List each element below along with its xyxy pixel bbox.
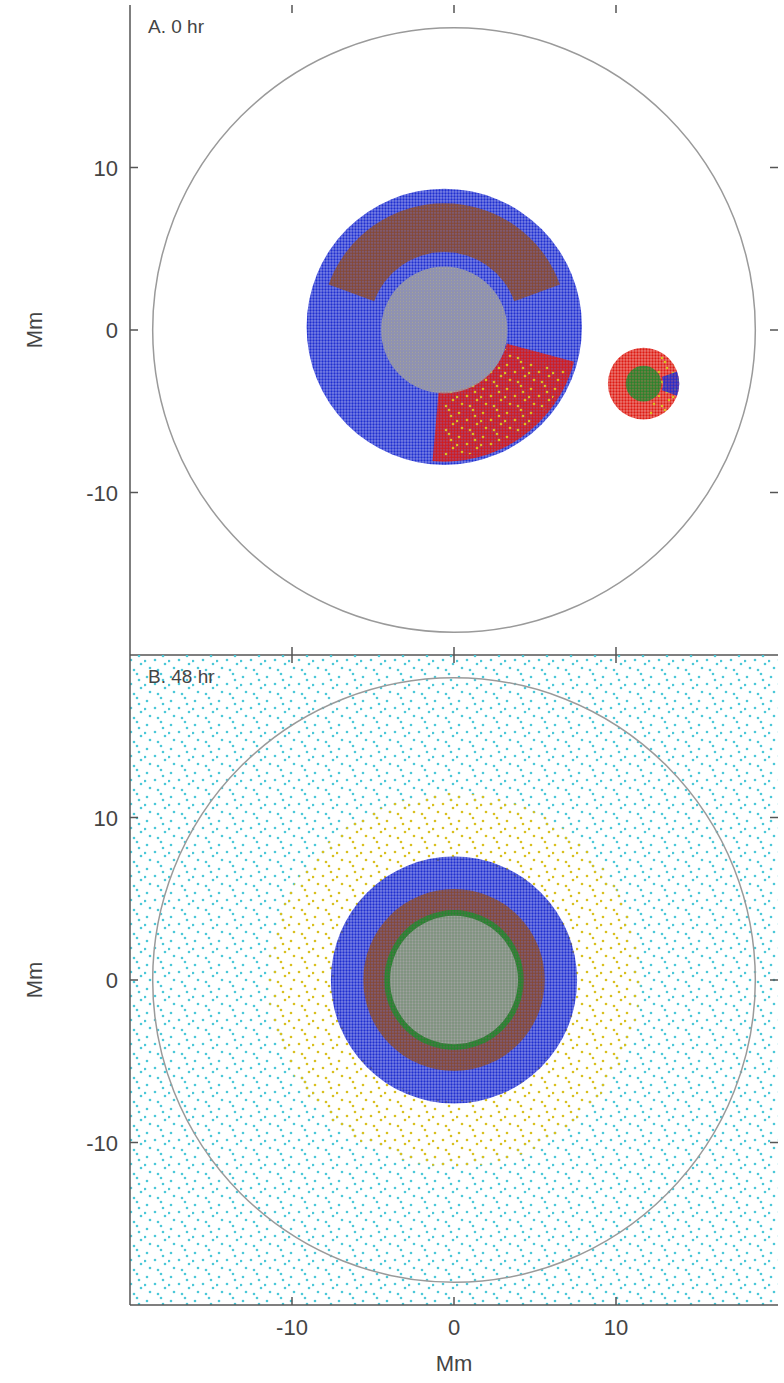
- x-tick: [615, 647, 617, 655]
- particle-region: [626, 366, 662, 402]
- particle-region: [130, 655, 778, 1305]
- y-tick: [770, 329, 778, 331]
- x-tick: [453, 1297, 455, 1305]
- y-tick: [130, 492, 138, 494]
- particles: [153, 28, 756, 633]
- y-tick: [130, 329, 138, 331]
- panel-title: B. 48 hr: [148, 666, 215, 687]
- y-tick-label: 0: [106, 318, 118, 343]
- x-tick: [291, 655, 293, 663]
- x-tick: [453, 5, 455, 13]
- x-tick: [291, 647, 293, 655]
- particle-region: [390, 916, 518, 1044]
- particles: [130, 655, 778, 1305]
- y-tick: [130, 979, 138, 981]
- y-tick: [770, 167, 778, 169]
- boundary-circle: [153, 678, 756, 1283]
- particle-region: [268, 793, 641, 1167]
- x-tick-label: 0: [448, 1315, 460, 1340]
- x-tick-label: 10: [604, 1315, 628, 1340]
- particle-region: [662, 371, 679, 395]
- y-tick: [770, 817, 778, 819]
- boundary-circle: [153, 28, 756, 633]
- particle-region: [363, 889, 544, 1071]
- x-tick: [615, 1297, 617, 1305]
- panel: -10 0 10 Mm A. 0 hr: [22, 5, 778, 655]
- particle-region: [307, 189, 582, 465]
- panel: -10 0 10 -10 0 10 Mm Mm B. 48 hr: [0, 492, 784, 1383]
- x-tick: [615, 5, 617, 13]
- y-tick: [770, 979, 778, 981]
- y-tick: [130, 1142, 138, 1144]
- y-tick-label: 0: [106, 968, 118, 993]
- y-tick: [770, 1142, 778, 1144]
- y-axis-title: Mm: [22, 312, 47, 349]
- y-tick: [770, 492, 778, 494]
- particle-region: [381, 267, 507, 394]
- x-tick: [453, 647, 455, 655]
- x-tick: [291, 1297, 293, 1305]
- y-tick-label: -10: [86, 1131, 118, 1156]
- x-tick: [615, 655, 617, 663]
- y-tick-label: 10: [94, 806, 118, 831]
- x-tick-label: -10: [276, 1315, 308, 1340]
- y-tick: [130, 167, 138, 169]
- x-tick: [453, 655, 455, 663]
- figure: -10 0 10 Mm A. 0 hr -10 0 10 -10 0 10 Mm Mm B. 48 hr: [0, 0, 784, 1383]
- x-axis-title: Mm: [436, 1351, 473, 1376]
- y-tick-label: -10: [86, 481, 118, 506]
- y-tick: [130, 817, 138, 819]
- panel-title: A. 0 hr: [148, 16, 205, 37]
- x-tick: [291, 5, 293, 13]
- particle-region: [384, 910, 523, 1050]
- y-tick-label: 10: [94, 156, 118, 181]
- particle-region: [331, 857, 577, 1104]
- y-axis-title: Mm: [22, 962, 47, 999]
- particle-region: [608, 348, 679, 420]
